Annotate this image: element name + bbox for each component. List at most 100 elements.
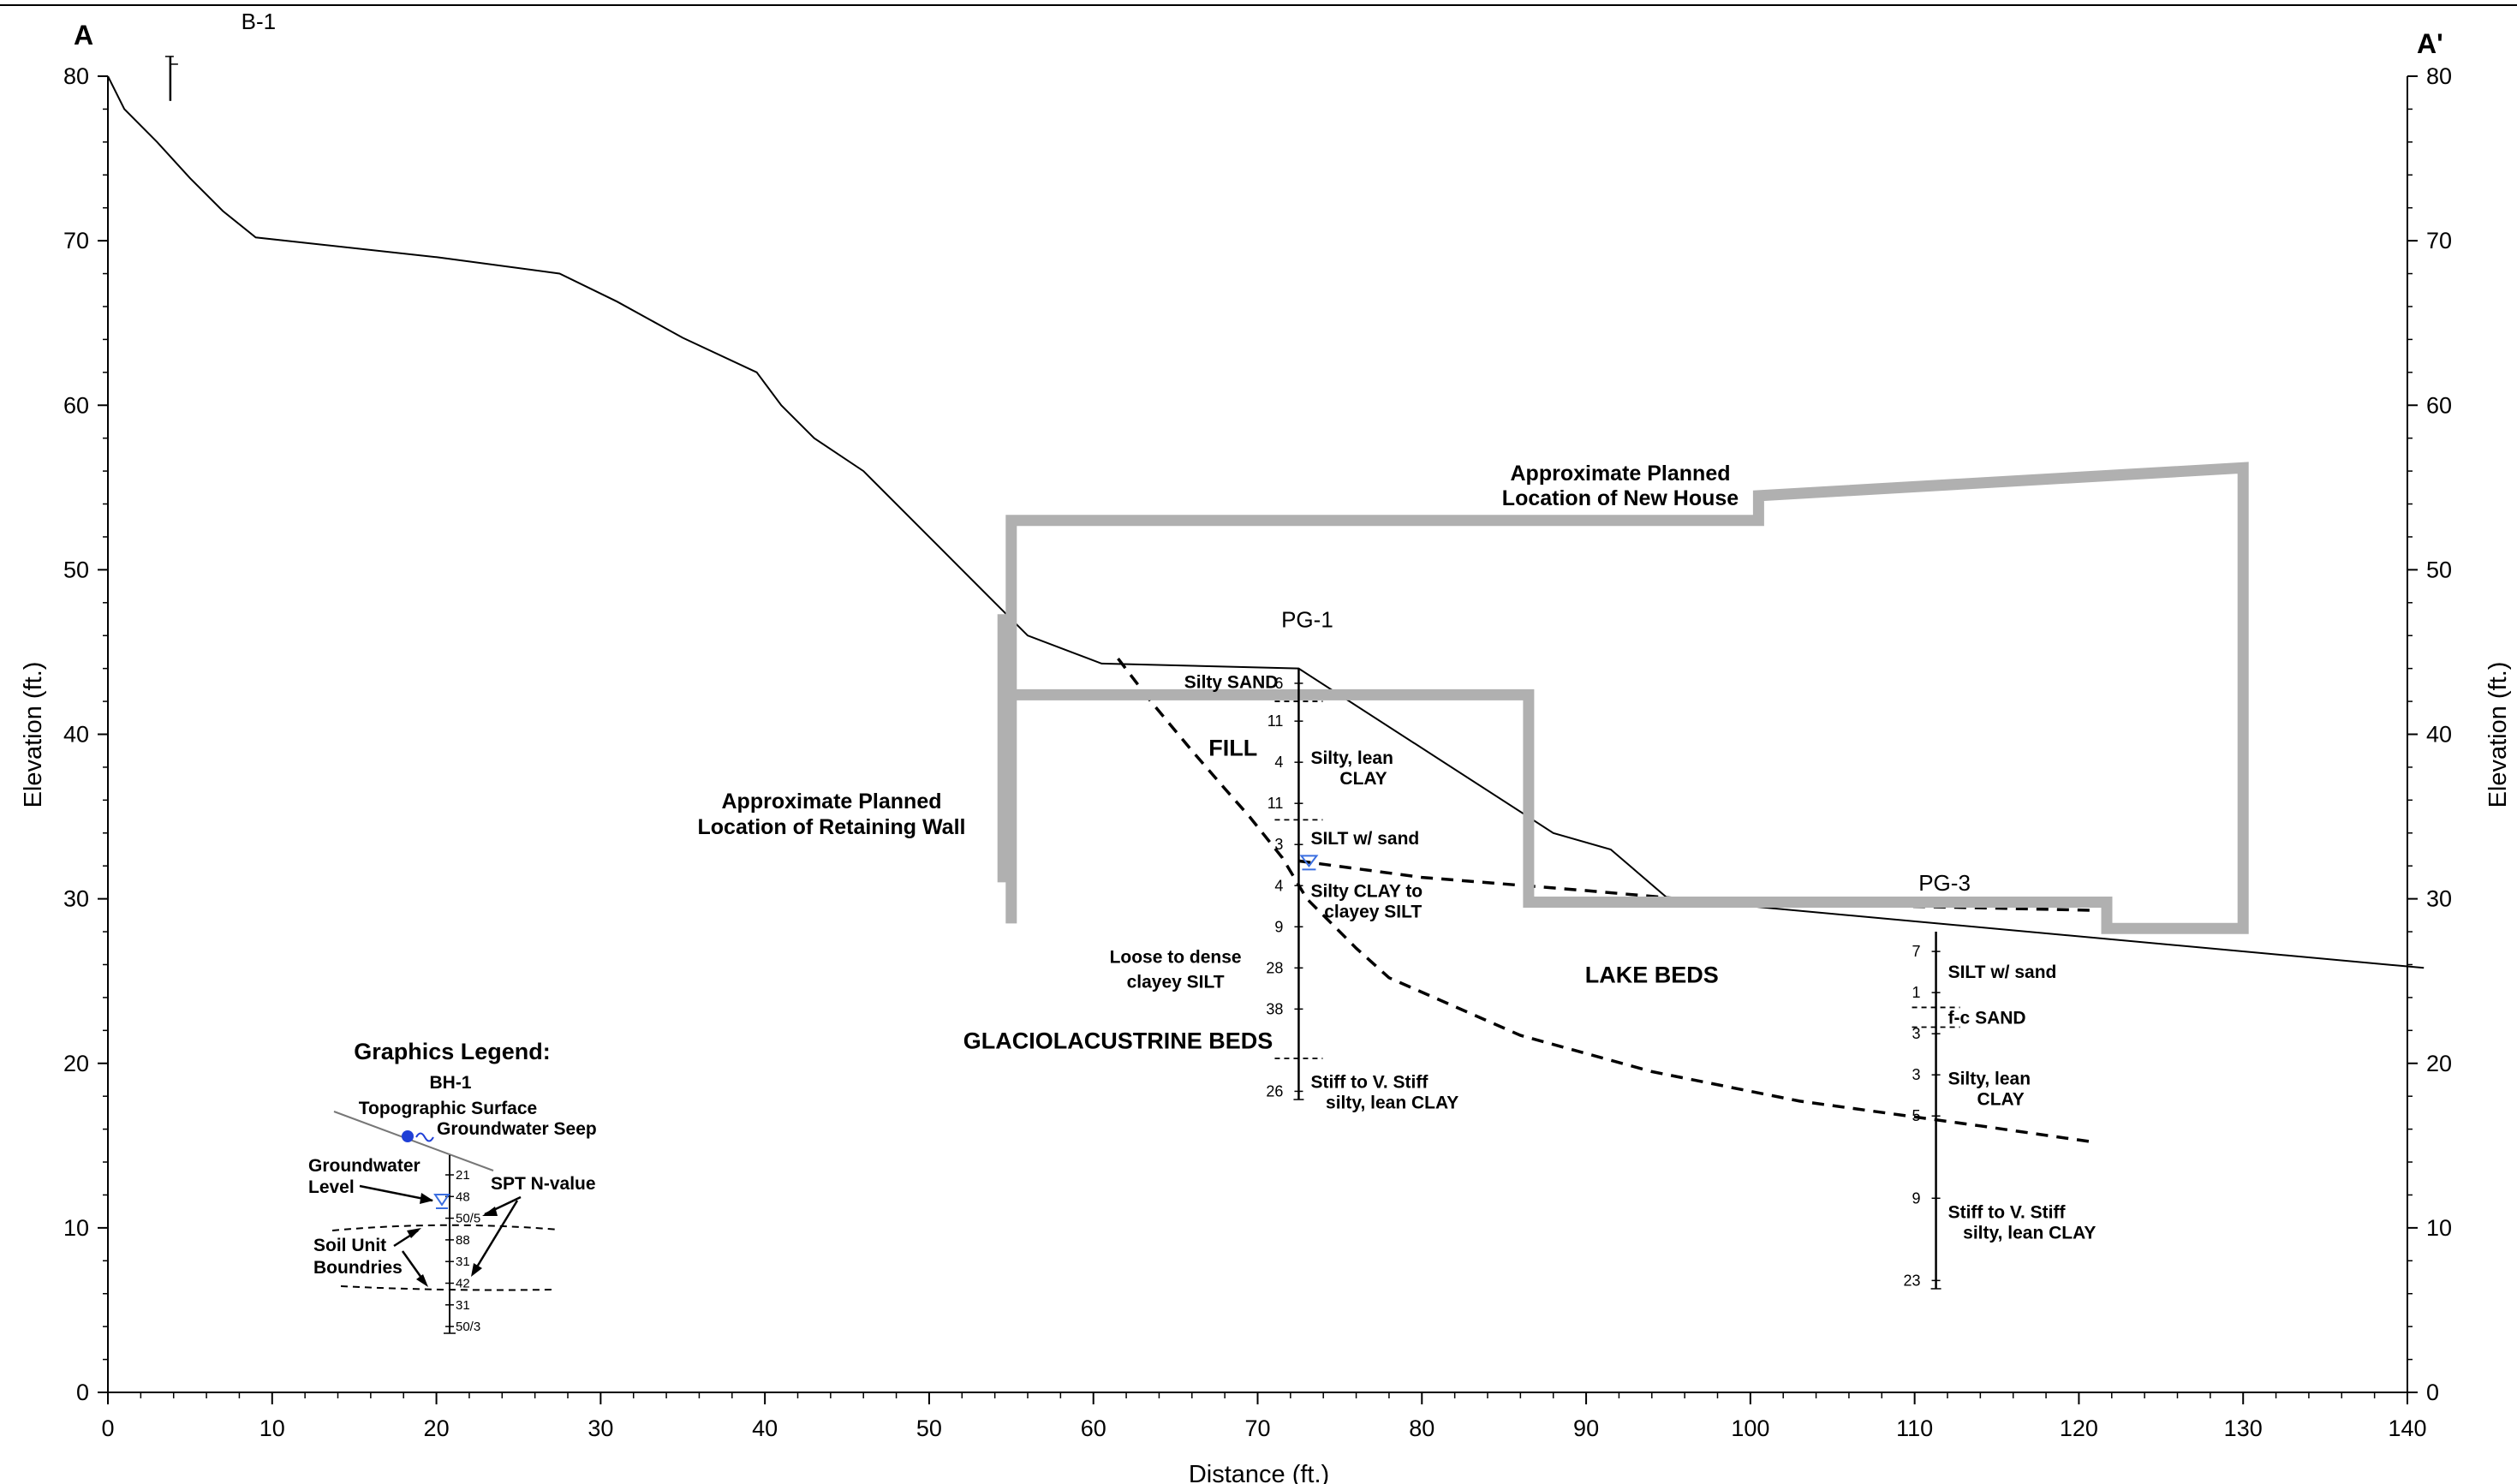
y-tick-label-right: 70 <box>2426 228 2452 253</box>
x-tick-label: 80 <box>1409 1415 1434 1441</box>
y-tick-label-right: 20 <box>2426 1051 2452 1076</box>
legend-soil-arrowhead-2 <box>416 1274 428 1287</box>
spt-n-value: 4 <box>1274 877 1283 894</box>
x-tick-label: 70 <box>1244 1415 1270 1441</box>
spt-n-value: 23 <box>1904 1272 1921 1289</box>
wall-label-line1: Approximate Planned <box>722 790 942 814</box>
geologic-unit-label: Loose to dense <box>1110 948 1242 968</box>
spt-n-value: 28 <box>1266 959 1283 976</box>
boring-unit-label: Silty SAND <box>1184 673 1279 693</box>
y-tick-label-left: 70 <box>63 228 89 253</box>
house-label-line1: Approximate Planned <box>1511 462 1731 486</box>
y-tick-label-right: 80 <box>2426 63 2452 89</box>
legend-spt-value: 31 <box>456 1298 470 1313</box>
boring-unit-label: SILT w/ sand <box>1310 829 1419 849</box>
legend-spt-value: 31 <box>456 1255 470 1269</box>
x-tick-label: 30 <box>587 1415 613 1441</box>
legend-groundwater-arrowhead <box>420 1193 433 1204</box>
x-tick-label: 100 <box>1731 1415 1769 1441</box>
x-tick-label: 50 <box>916 1415 942 1441</box>
geologic-unit-label: GLACIOLACUSTRINE BEDS <box>963 1028 1273 1053</box>
geologic-unit-label: FILL <box>1208 735 1257 760</box>
water-level-icon <box>1299 855 1319 868</box>
spt-n-value: 3 <box>1912 1025 1921 1042</box>
x-tick-label: 130 <box>2224 1415 2263 1441</box>
y-tick-label-right: 60 <box>2426 392 2452 418</box>
spt-n-value: 7 <box>1912 943 1921 960</box>
y-tick-label-right: 30 <box>2426 886 2452 912</box>
boring-unit-label: Silty, lean <box>1310 748 1393 768</box>
borings-layer: B-1 PG-1 6 11 4 11 3 4 9 28 38 26 Silty SAND Silty, l… <box>164 9 2096 1290</box>
legend-spt-value: 21 <box>456 1168 470 1183</box>
legend-soil-boundary-1 <box>331 1224 559 1231</box>
geologic-unit-label: clayey SILT <box>1127 972 1225 992</box>
boring-unit-label-line2: clayey SILT <box>1324 903 1422 922</box>
geologic-unit-label: LAKE BEDS <box>1585 963 1719 988</box>
boring-unit-label-line2: CLAY <box>1977 1090 2025 1110</box>
legend-water-level-icon <box>433 1194 450 1207</box>
legend-spt-value: 42 <box>456 1277 470 1291</box>
legend-groundwater-arrow <box>359 1184 433 1202</box>
legend-soil-boundary-2 <box>340 1285 552 1291</box>
house-label-line2: Location of New House <box>1502 486 1739 510</box>
y-tick-label-left: 0 <box>76 1380 89 1405</box>
legend-seep-label: Groundwater Seep <box>437 1119 597 1139</box>
legend-n-values: 21 48 50/5 88 31 42 31 50/3 <box>444 1168 480 1334</box>
spt-n-value: 6 <box>1274 675 1283 692</box>
boring-unit-label-line2: CLAY <box>1339 769 1387 789</box>
boring-name: PG-3 <box>1918 870 1971 896</box>
spt-n-value: 11 <box>1267 712 1284 730</box>
legend-groundwater-label-2: Level <box>308 1177 355 1197</box>
legend-soil-label-1: Soil Unit <box>313 1236 386 1255</box>
spt-n-value: 11 <box>1267 795 1284 812</box>
legend-spt-value: 50/5 <box>456 1212 480 1226</box>
boring-unit-label: f-c SAND <box>1948 1009 2026 1028</box>
y-tick-label-left: 80 <box>63 63 89 89</box>
x-axis-title: Distance (ft.) <box>1189 1461 1329 1484</box>
y-tick-label-left: 50 <box>63 557 89 582</box>
legend-topo-label: Topographic Surface <box>359 1099 537 1118</box>
wall-label-line2: Location of Retaining Wall <box>698 815 966 839</box>
spt-n-value: 5 <box>1912 1107 1921 1124</box>
graphics-legend: Graphics Legend: BH-1 Topographic Surfac… <box>308 1039 597 1334</box>
x-tick-label: 110 <box>1896 1415 1933 1441</box>
y-tick-label-left: 20 <box>63 1051 89 1076</box>
spt-n-value: 3 <box>1274 836 1283 853</box>
unit-boundary-2 <box>1298 859 2096 912</box>
boring-name: B-1 <box>242 9 276 34</box>
spt-n-value: 9 <box>1274 918 1283 935</box>
spt-n-value: 26 <box>1266 1082 1283 1100</box>
y-tick-label-left: 60 <box>63 392 89 418</box>
y-tick-label-right: 0 <box>2426 1380 2439 1405</box>
boring-unit-label: Stiff to V. Stiff <box>1310 1073 1428 1093</box>
x-tick-label: 20 <box>424 1415 450 1441</box>
legend-title: Graphics Legend: <box>354 1039 551 1064</box>
x-tick-label: 0 <box>101 1415 114 1441</box>
spt-n-value: 3 <box>1912 1066 1921 1083</box>
legend-soil-label-2: Boundries <box>313 1258 403 1278</box>
x-tick-label: 120 <box>2060 1415 2098 1441</box>
section-end-label: A' <box>2417 28 2443 59</box>
x-tick-label: 140 <box>2388 1415 2426 1441</box>
planned-house-outline <box>1005 462 2249 934</box>
geology-layer <box>107 75 2425 1144</box>
spt-n-value: 9 <box>1912 1189 1921 1207</box>
geologic-unit-labels: FILL Loose to dense clayey SILT GLACIOLACUS… <box>963 735 1719 1053</box>
legend-spt-arrowhead-1 <box>482 1207 498 1216</box>
y-tick-label-right: 50 <box>2426 557 2452 582</box>
section-start-label: A <box>74 20 93 51</box>
boring-unit-label: Silty CLAY to <box>1310 882 1423 902</box>
legend-spt-value: 88 <box>456 1233 470 1248</box>
legend-spt-arrowhead-2 <box>471 1263 482 1277</box>
legend-spt-label: SPT N-value <box>491 1174 596 1194</box>
boring-unit-label-line2: silty, lean CLAY <box>1326 1094 1458 1113</box>
x-tick-label: 40 <box>752 1415 778 1441</box>
y-tick-label-right: 10 <box>2426 1215 2452 1241</box>
legend-topo-line <box>333 1111 494 1171</box>
legend-spt-value: 50/3 <box>456 1320 480 1334</box>
boring-name: PG-1 <box>1281 607 1333 633</box>
y-tick-label-left: 10 <box>63 1215 89 1241</box>
legend-seep-icon <box>402 1130 414 1142</box>
